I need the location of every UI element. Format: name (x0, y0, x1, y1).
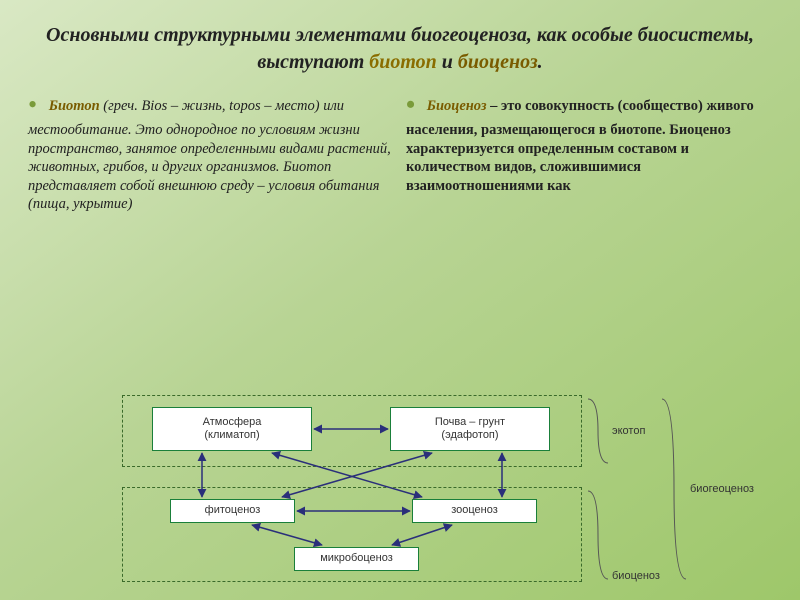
header-hl2: биоценоз (458, 51, 538, 73)
left-body: (греч. Bios – жизнь, topos – место) или … (28, 98, 391, 212)
biogeocenosis-diagram: Атмосфера(климатоп) Почва – грунт(эдафот… (122, 395, 682, 595)
right-term: Биоценоз (427, 98, 487, 114)
two-column-text: Биотоп (греч. Bios – жизнь, topos – мест… (0, 86, 800, 214)
label-ekotop: экотоп (612, 425, 645, 437)
node-zoocenosis: зооценоз (412, 499, 537, 523)
left-column: Биотоп (греч. Bios – жизнь, topos – мест… (28, 88, 394, 214)
label-biogeocenoz: биогеоценоз (690, 483, 754, 495)
node-atmosphere-label: Атмосфера(климатоп) (203, 416, 262, 442)
node-phyto-label: фитоценоз (205, 504, 261, 517)
node-soil: Почва – грунт(эдафотоп) (390, 407, 550, 451)
header-tail: . (538, 51, 543, 73)
node-micro-label: микробоценоз (320, 552, 393, 565)
node-atmosphere: Атмосфера(климатоп) (152, 407, 312, 451)
left-term: Биотоп (49, 98, 100, 114)
header-hl1: биотоп (369, 51, 437, 73)
header-and: и (437, 51, 458, 73)
node-soil-label: Почва – грунт(эдафотоп) (435, 416, 505, 442)
node-phytocenosis: фитоценоз (170, 499, 295, 523)
node-microbocenosis: микробоценоз (294, 547, 419, 571)
label-biocenoz: биоценоз (612, 570, 660, 582)
node-zoo-label: зооценоз (451, 504, 498, 517)
page-title: Основными структурными элементами биогео… (0, 0, 800, 86)
right-column: Биоценоз – это совокупность (сообщество)… (406, 88, 772, 214)
